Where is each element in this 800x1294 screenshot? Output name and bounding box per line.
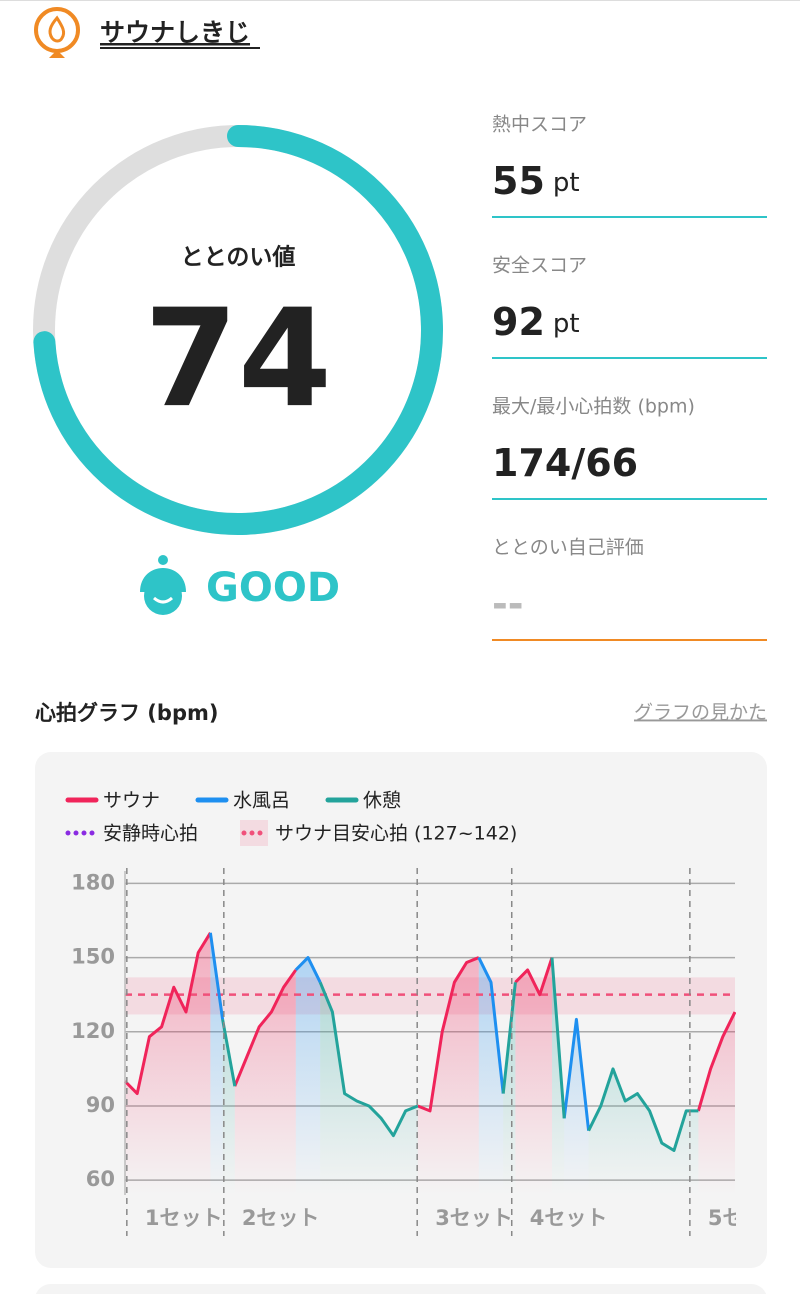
y-tick-label: 120 <box>71 1019 115 1043</box>
series-area <box>125 932 735 1195</box>
series-area <box>210 932 589 1195</box>
stat-label: 安全スコア <box>492 255 587 277</box>
stat-value: 174/66 <box>492 441 638 485</box>
stat-label: 最大/最小心拍数 (bpm) <box>492 396 695 418</box>
rating-icon <box>140 555 186 615</box>
legend-label: サウナ目安心拍 (127~142) <box>275 823 517 845</box>
facility-icon <box>34 7 80 58</box>
stats: 熱中スコア 55 pt 安全スコア 92 pt 最大/最小心拍数 (bpm) 174/66 とと… <box>492 114 767 641</box>
legend-label: 水風呂 <box>233 790 290 812</box>
y-tick-label: 150 <box>71 945 115 969</box>
series-area <box>222 957 699 1195</box>
legend-label: 安静時心拍 <box>103 823 198 845</box>
graph-title: 心拍グラフ (bpm) <box>35 701 218 725</box>
stat-value-line: -- <box>492 582 524 626</box>
stat-label: ととのい自己評価 <box>492 537 644 559</box>
stat-value: 92 <box>492 300 545 344</box>
score-label: ととのい値 <box>181 245 296 271</box>
stat-label: 熱中スコア <box>492 114 587 136</box>
stat-value: -- <box>492 582 524 626</box>
score-value: 74 <box>144 280 332 437</box>
score-ring <box>33 125 443 535</box>
plot: 1セット 2セット 3セット 4セット 5セット <box>123 868 786 1236</box>
stat-value-line: 92 pt <box>492 300 580 344</box>
set-label: 4セット <box>530 1206 608 1230</box>
legend-label: 休憩 <box>363 790 401 812</box>
graph-help-link[interactable]: グラフの見かた <box>634 702 767 724</box>
set-label: 2セット <box>242 1206 320 1230</box>
stat-value-line: 55 pt <box>492 159 580 203</box>
y-tick-label: 90 <box>86 1093 115 1117</box>
stat-unit: pt <box>553 309 580 339</box>
stat-value: 55 <box>492 159 545 203</box>
set-label: 3セット <box>435 1206 513 1230</box>
stat-unit: pt <box>553 168 580 198</box>
y-tick-label: 60 <box>86 1167 115 1191</box>
rating: GOOD <box>206 565 340 611</box>
next-card <box>35 1284 767 1294</box>
set-label: 5セット <box>708 1206 786 1230</box>
series-line <box>221 957 699 1152</box>
set-label: 1セット <box>145 1206 223 1230</box>
y-tick-label: 180 <box>71 870 115 894</box>
legend-label: サウナ <box>103 790 160 812</box>
series-line <box>123 932 736 1113</box>
stat-value-line: 174/66 <box>492 441 638 485</box>
series-line <box>208 932 591 1131</box>
facility-name[interactable]: サウナしきじ <box>100 18 250 47</box>
